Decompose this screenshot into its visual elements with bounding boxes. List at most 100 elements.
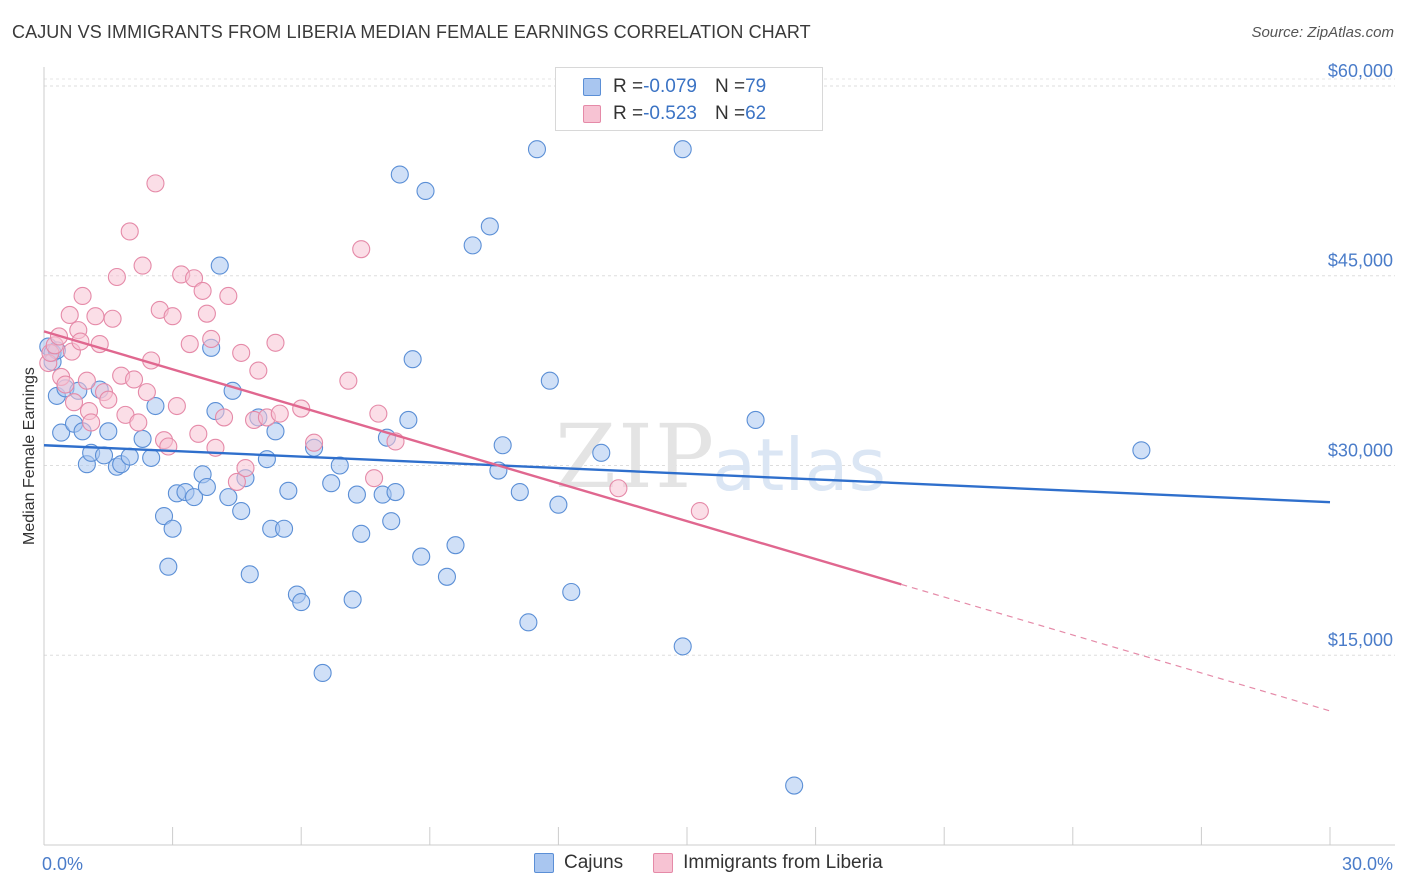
legend-label-liberia: Immigrants from Liberia <box>683 852 883 873</box>
data-point <box>673 637 692 656</box>
data-point <box>480 217 499 236</box>
series-legend: Cajuns Immigrants from Liberia <box>534 852 913 874</box>
data-point <box>257 450 276 469</box>
legend-r-label: R = <box>613 76 644 97</box>
data-point <box>107 267 126 287</box>
data-point <box>437 567 456 586</box>
data-point <box>189 424 208 443</box>
data-point <box>540 371 559 390</box>
legend-swatch-liberia <box>653 853 674 873</box>
data-point <box>313 663 332 683</box>
data-point <box>279 481 298 500</box>
x-tick-label: 0.0% <box>42 854 83 874</box>
data-point <box>347 485 366 504</box>
y-tick-label: $45,000 <box>1328 251 1393 271</box>
data-point <box>305 433 324 452</box>
data-point <box>82 413 101 432</box>
data-point <box>129 413 148 432</box>
legend-n-value: 62 <box>745 103 767 124</box>
data-point <box>403 350 422 369</box>
data-point <box>159 437 178 456</box>
data-point <box>527 140 547 159</box>
data-point <box>214 408 234 427</box>
data-point <box>73 286 92 306</box>
y-tick-labels: $15,000 $30,000 $45,000 $60,000 <box>1328 61 1393 650</box>
data-point <box>690 501 709 521</box>
chart-title: CAJUN VS IMMIGRANTS FROM LIBERIA MEDIAN … <box>12 22 811 42</box>
data-point <box>386 483 405 502</box>
legend-r-label: R = <box>613 103 644 124</box>
data-point <box>64 393 84 412</box>
data-point <box>382 512 401 531</box>
data-point <box>227 472 246 491</box>
data-point <box>236 458 255 478</box>
trend-line <box>43 444 1331 504</box>
legend-swatch-cajuns <box>534 853 554 873</box>
data-point <box>124 370 144 389</box>
data-point <box>210 256 229 275</box>
data-point <box>510 483 529 502</box>
data-point <box>219 488 238 507</box>
data-point <box>266 333 285 352</box>
data-point <box>592 443 611 462</box>
data-point <box>240 565 259 584</box>
data-point <box>322 474 341 493</box>
legend-item-liberia: Immigrants from Liberia <box>653 852 883 874</box>
trend-line <box>43 330 902 586</box>
data-point <box>399 410 418 429</box>
data-point <box>146 174 165 193</box>
data-point <box>352 524 371 543</box>
data-point <box>154 507 174 526</box>
data-point <box>60 305 79 324</box>
data-point <box>120 447 139 466</box>
data-point <box>266 422 285 441</box>
legend-r-value: -0.523 <box>643 103 697 124</box>
data-point <box>549 495 568 514</box>
data-point <box>219 286 238 306</box>
watermark-zip: ZIP <box>555 405 716 508</box>
legend-swatch-liberia <box>583 105 601 123</box>
data-point <box>365 469 384 488</box>
data-point <box>390 165 409 184</box>
data-point <box>146 396 165 416</box>
data-point <box>103 309 122 328</box>
data-point <box>99 422 118 441</box>
data-point <box>163 307 182 326</box>
data-point <box>416 181 435 201</box>
data-point <box>159 557 178 576</box>
data-point <box>519 613 538 632</box>
data-point <box>343 590 362 609</box>
legend-row-cajuns: R = -0.079 N = 79 <box>583 76 766 98</box>
data-point <box>339 371 358 390</box>
data-point <box>412 547 431 566</box>
data-point <box>77 371 96 390</box>
data-point <box>184 269 204 288</box>
data-point <box>249 361 268 380</box>
data-point <box>133 429 152 448</box>
legend-row-liberia: R = -0.523 N = 62 <box>583 103 766 125</box>
legend-r-value: -0.079 <box>643 76 697 97</box>
y-axis-title: Median Female Earnings <box>21 367 38 545</box>
data-point <box>142 448 161 467</box>
data-point <box>197 477 216 497</box>
legend-n-label: N = <box>714 103 746 124</box>
data-point <box>180 334 199 354</box>
data-point <box>197 304 216 323</box>
data-point <box>86 307 105 326</box>
data-point <box>446 536 465 555</box>
data-point <box>133 256 152 275</box>
data-point <box>352 240 371 259</box>
stats-legend: R = -0.079 N = 79 R = -0.523 N = 62 <box>555 67 823 131</box>
trend-line-extension <box>901 583 1331 712</box>
trend-lines <box>43 330 1331 712</box>
axes <box>43 67 1395 846</box>
y-tick-label: $30,000 <box>1328 440 1393 460</box>
data-point <box>493 436 512 455</box>
legend-item-cajuns: Cajuns <box>534 852 623 874</box>
x-tick-label: 30.0% <box>1342 854 1393 874</box>
data-point <box>330 456 349 475</box>
data-point <box>785 776 804 795</box>
watermark-atlas: atlas <box>712 423 886 507</box>
data-point <box>232 501 251 521</box>
